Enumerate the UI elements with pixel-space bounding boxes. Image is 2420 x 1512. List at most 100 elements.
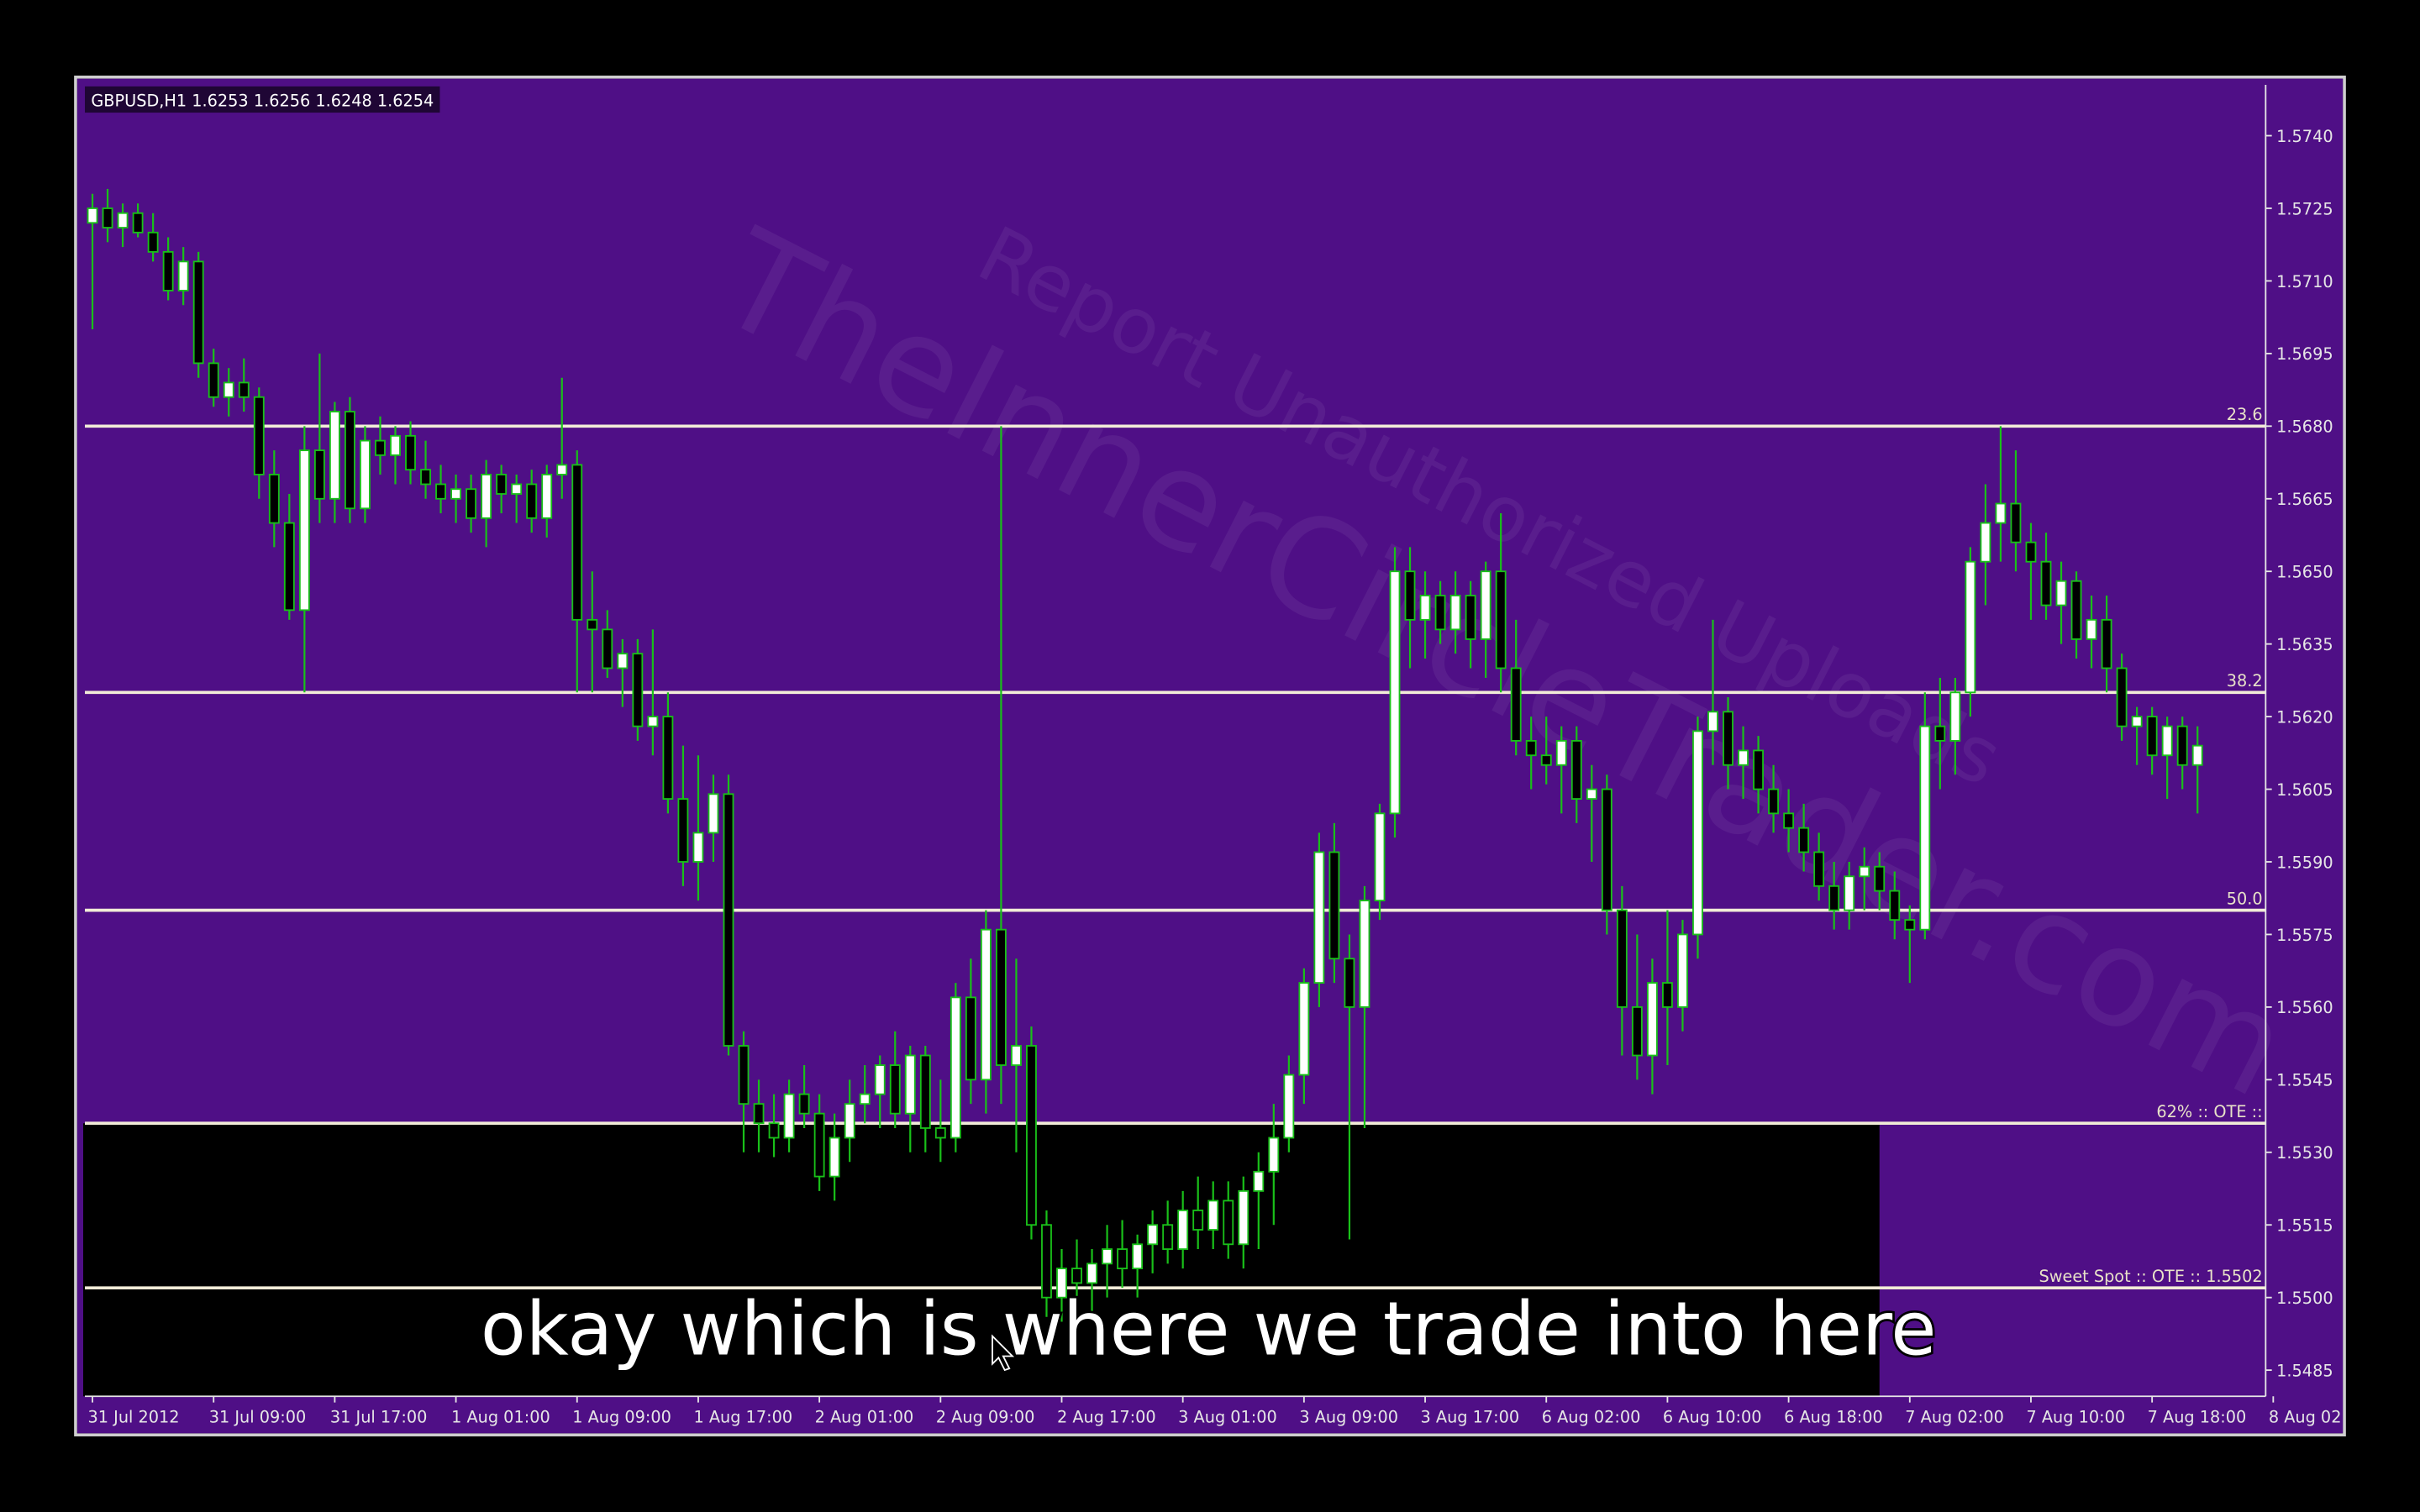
candle-body	[1768, 788, 1780, 815]
candle-body	[147, 231, 159, 253]
candle-body	[1102, 1248, 1113, 1265]
y-tick-label: 1.5545	[2276, 1071, 2333, 1090]
x-tick-label: 6 Aug 10:00	[1663, 1407, 1762, 1426]
y-tick-label: 1.5740	[2276, 127, 2333, 146]
candle-body	[965, 996, 976, 1081]
candle-body	[723, 793, 734, 1047]
candle-body	[1889, 890, 1901, 921]
candle-body	[1555, 740, 1567, 766]
candle-body	[344, 411, 355, 510]
candle-body	[132, 212, 144, 234]
candle-body	[405, 434, 416, 471]
candle-body	[1616, 909, 1628, 1008]
candle-body	[859, 1093, 871, 1105]
candle-body	[1601, 788, 1612, 911]
candle-body	[283, 522, 295, 612]
x-tick-label: 8 Aug 02:00	[2269, 1407, 2368, 1426]
candle-body	[708, 793, 719, 834]
candle-body	[1828, 885, 1840, 911]
candle-body	[2176, 725, 2188, 766]
candle-body	[1738, 749, 1749, 766]
candle-body	[1086, 1263, 1097, 1284]
candle-body	[934, 1127, 946, 1139]
candle-body	[1238, 1189, 1249, 1246]
candle-body	[1283, 1074, 1295, 1139]
candle-body	[2010, 502, 2022, 543]
plot	[83, 188, 2266, 1397]
x-tick-label: 31 Jul 09:00	[209, 1407, 307, 1426]
candle-body	[1692, 730, 1703, 936]
candle-body	[223, 381, 234, 398]
candle-body	[1041, 1224, 1052, 1299]
candle-body	[177, 260, 189, 291]
candle-body	[1313, 851, 1325, 984]
x-tick-label: 31 Jul 17:00	[330, 1407, 428, 1426]
candle-body	[617, 653, 629, 669]
candle-body	[1389, 570, 1401, 815]
candle-body	[2025, 541, 2037, 563]
y-tick-label: 1.5560	[2276, 998, 2333, 1017]
candle-body	[1177, 1210, 1189, 1250]
x-tick-label: 3 Aug 17:00	[1421, 1407, 1520, 1426]
candle-body	[1874, 865, 1886, 892]
candle-body	[677, 798, 689, 863]
x-tick-label: 6 Aug 02:00	[1542, 1407, 1641, 1426]
y-tick-label: 1.5725	[2276, 199, 2333, 218]
candle-body	[526, 483, 538, 519]
candle-body	[1723, 711, 1733, 766]
y-tick-label: 1.5680	[2276, 417, 2333, 437]
y-tick-label: 1.5500	[2276, 1289, 2333, 1308]
y-tick-label: 1.5590	[2276, 853, 2333, 872]
x-tick-label: 31 Jul 2012	[88, 1407, 180, 1426]
candle-body	[1844, 875, 1855, 911]
candle-body	[208, 362, 219, 398]
x-ticks: 31 Jul 2012 31 Jul 09:00 31 Jul 17:00 1 Aug…	[88, 1396, 2368, 1426]
candle-body	[1631, 1005, 1643, 1057]
candle-body	[1192, 1210, 1204, 1231]
candle-body	[829, 1137, 840, 1178]
candle-body	[1495, 570, 1507, 669]
candle-body	[1056, 1268, 1067, 1299]
candle-body	[1510, 667, 1522, 742]
candle-body	[2161, 725, 2173, 757]
candle-body	[571, 464, 583, 621]
candle-body	[556, 464, 568, 475]
candle-body	[1859, 865, 1870, 878]
candle-body	[2055, 580, 2067, 606]
candle-body	[375, 439, 386, 456]
ote-zone	[83, 1123, 1880, 1397]
candle-body	[1374, 812, 1386, 902]
candle-body	[435, 483, 446, 500]
candle-body	[662, 716, 674, 800]
candle-body	[481, 474, 492, 519]
candle-body	[1117, 1248, 1128, 1270]
y-tick-label: 1.5635	[2276, 635, 2333, 654]
candle-body	[1071, 1268, 1082, 1284]
y-tick-label: 1.5665	[2276, 490, 2333, 509]
fib-label: 23.6	[2227, 405, 2263, 424]
candle-body	[329, 411, 340, 500]
fib-label: 50.0	[2227, 889, 2263, 908]
candle-body	[919, 1054, 931, 1129]
candle-body	[2086, 618, 2097, 640]
candle-body	[1465, 595, 1476, 640]
candle-body	[980, 928, 992, 1081]
candle-body	[647, 716, 659, 727]
candle-body	[1207, 1200, 1219, 1231]
subtitle: okay which is where we trade into here	[481, 1286, 1937, 1373]
x-tick-label: 2 Aug 17:00	[1057, 1407, 1156, 1426]
candle-body	[390, 434, 401, 456]
candle-body	[1934, 725, 1946, 742]
candle-body	[1677, 933, 1688, 1008]
candle-body	[768, 1122, 780, 1139]
symbol-info: GBPUSD,H1 1.6253 1.6256 1.6248 1.6254	[91, 92, 434, 111]
candle-body	[1359, 900, 1370, 1008]
x-tick-label: 6 Aug 18:00	[1784, 1407, 1883, 1426]
candle-body	[1404, 570, 1416, 621]
x-tick-label: 2 Aug 01:00	[815, 1407, 914, 1426]
candle-body	[1798, 827, 1810, 853]
candle-body	[541, 474, 553, 519]
candle-body	[450, 488, 462, 500]
candle-body	[889, 1064, 901, 1115]
y-tick-label: 1.5650	[2276, 563, 2333, 582]
